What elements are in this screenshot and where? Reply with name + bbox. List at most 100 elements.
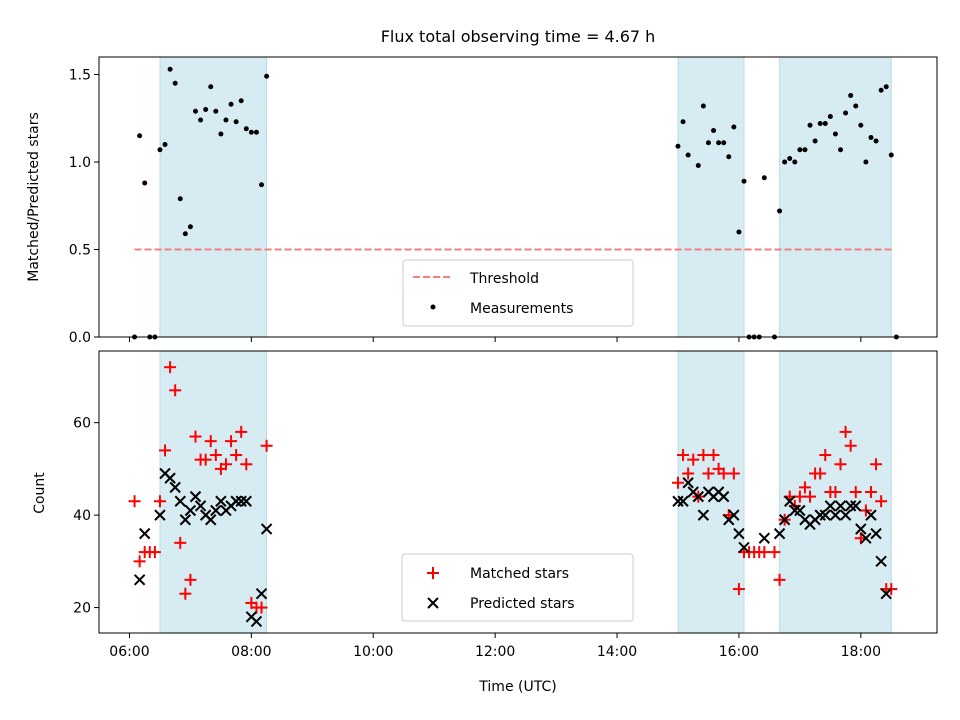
- predicted-star-point: [738, 541, 750, 554]
- predicted-star-point: [235, 495, 247, 507]
- predicted-star-point: [179, 514, 192, 526]
- predicted-star-point: [728, 509, 740, 521]
- predicted-star-point: [773, 527, 786, 540]
- bottom-x-tick-label: 16:00: [719, 644, 759, 660]
- predicted-star-point: [692, 490, 705, 503]
- measurement-point: [137, 133, 143, 139]
- matched-star-point: [204, 435, 217, 448]
- matched-star-point: [804, 490, 817, 503]
- matched-star-point: [844, 439, 857, 452]
- measurement-point: [888, 152, 894, 158]
- measurement-point: [177, 196, 183, 202]
- matched-star-point: [169, 384, 182, 397]
- matched-star-point: [875, 495, 888, 508]
- top-x-ticks: [128, 337, 862, 342]
- matched-star-point: [174, 536, 187, 549]
- measurement-point: [233, 119, 239, 125]
- measurement-point: [711, 128, 717, 133]
- measurement-point: [680, 119, 686, 125]
- matched-star-point: [235, 425, 248, 438]
- bottom-y-axis: 20 40 60: [73, 416, 99, 617]
- matched-star-point: [671, 476, 684, 489]
- measurement-point: [782, 159, 788, 165]
- matched-star-point: [189, 430, 202, 443]
- measurement-point: [223, 117, 229, 123]
- matched-star-point: [834, 458, 847, 471]
- matched-star-point: [758, 546, 771, 559]
- measurements-legend-label: Measurements: [470, 301, 573, 317]
- matched-star-point: [682, 467, 695, 480]
- measurement-point: [848, 93, 854, 98]
- predicted-star-point: [875, 555, 887, 568]
- measurement-point: [827, 114, 833, 119]
- bottom-y-axis-label: Count: [32, 472, 48, 514]
- predicted-star-point: [794, 504, 806, 517]
- matched-star-point: [159, 444, 172, 457]
- measurement-point: [243, 126, 249, 132]
- bottom-x-tick-label: 08:00: [231, 644, 271, 660]
- predicted-star-point: [880, 587, 892, 600]
- matched-star-point: [864, 486, 877, 498]
- matched-legend-swatch: [427, 567, 439, 579]
- measurement-point: [208, 84, 214, 90]
- matched-star-point: [164, 361, 177, 374]
- matched-star-point: [230, 449, 243, 462]
- matched-star-point: [849, 486, 862, 498]
- chart-title: Flux total observing time = 4.67 h: [381, 27, 656, 46]
- measurement-point: [162, 142, 168, 147]
- top-shaded-region: [677, 56, 745, 338]
- predicted-star-point: [194, 500, 207, 512]
- matched-star-point: [798, 481, 811, 494]
- bottom-x-tick-label: 10:00: [353, 644, 393, 660]
- predicted-star-point: [758, 532, 771, 544]
- matched-star-point: [717, 467, 730, 480]
- top-y-tick-label: 0.5: [69, 243, 91, 259]
- predicted-star-point: [260, 523, 273, 535]
- predicted-star-point: [169, 481, 181, 494]
- predicted-star-point: [133, 574, 146, 586]
- bottom-legend: Matched stars Predicted stars: [401, 553, 634, 622]
- top-y-tick-label: 0.0: [69, 330, 91, 346]
- matched-star-point: [240, 458, 253, 471]
- predicted-star-point: [697, 509, 710, 521]
- top-plot-frame: [98, 56, 938, 338]
- predicted-star-point: [230, 495, 242, 507]
- predicted-star-point: [784, 495, 796, 507]
- predicted-star-point: [855, 523, 867, 535]
- matched-star-point: [184, 573, 197, 586]
- predicted-star-point: [844, 500, 857, 512]
- bottom-legend-box: [401, 553, 634, 622]
- measurement-point: [843, 110, 849, 116]
- measurement-point: [741, 178, 747, 184]
- top-shaded-region: [159, 56, 268, 338]
- measurement-point: [726, 154, 732, 160]
- matched-star-point: [819, 449, 832, 462]
- predicted-star-point: [789, 504, 801, 517]
- measurement-point: [182, 231, 188, 237]
- measurement-point: [238, 98, 244, 104]
- matched-star-point: [697, 449, 710, 462]
- top-legend-box: [402, 259, 634, 327]
- bottom-shaded-region: [677, 350, 745, 634]
- bottom-plot-frame: [98, 350, 938, 634]
- matched-star-point: [199, 453, 212, 466]
- measurement-point: [248, 129, 254, 135]
- bottom-shaded-region: [159, 350, 268, 634]
- bottom-x-tick-label: 18:00: [841, 644, 881, 660]
- predicted-star-point: [672, 495, 684, 507]
- predicted-star-point: [205, 514, 217, 526]
- measurement-point: [853, 103, 859, 109]
- measurement-point: [203, 107, 209, 112]
- measurement-point: [863, 159, 869, 165]
- top-shaded-region: [779, 56, 892, 338]
- measurement-point: [259, 182, 265, 188]
- matched-star-point: [702, 467, 715, 480]
- matched-star-point: [260, 439, 273, 452]
- measurement-point: [787, 156, 793, 161]
- matched-star-point: [839, 425, 852, 438]
- predicted-star-point: [154, 509, 166, 521]
- measurement-point: [142, 180, 148, 186]
- top-y-axis: 0.0 0.5 1.0 1.5: [69, 68, 99, 346]
- matched-star-point: [153, 495, 166, 508]
